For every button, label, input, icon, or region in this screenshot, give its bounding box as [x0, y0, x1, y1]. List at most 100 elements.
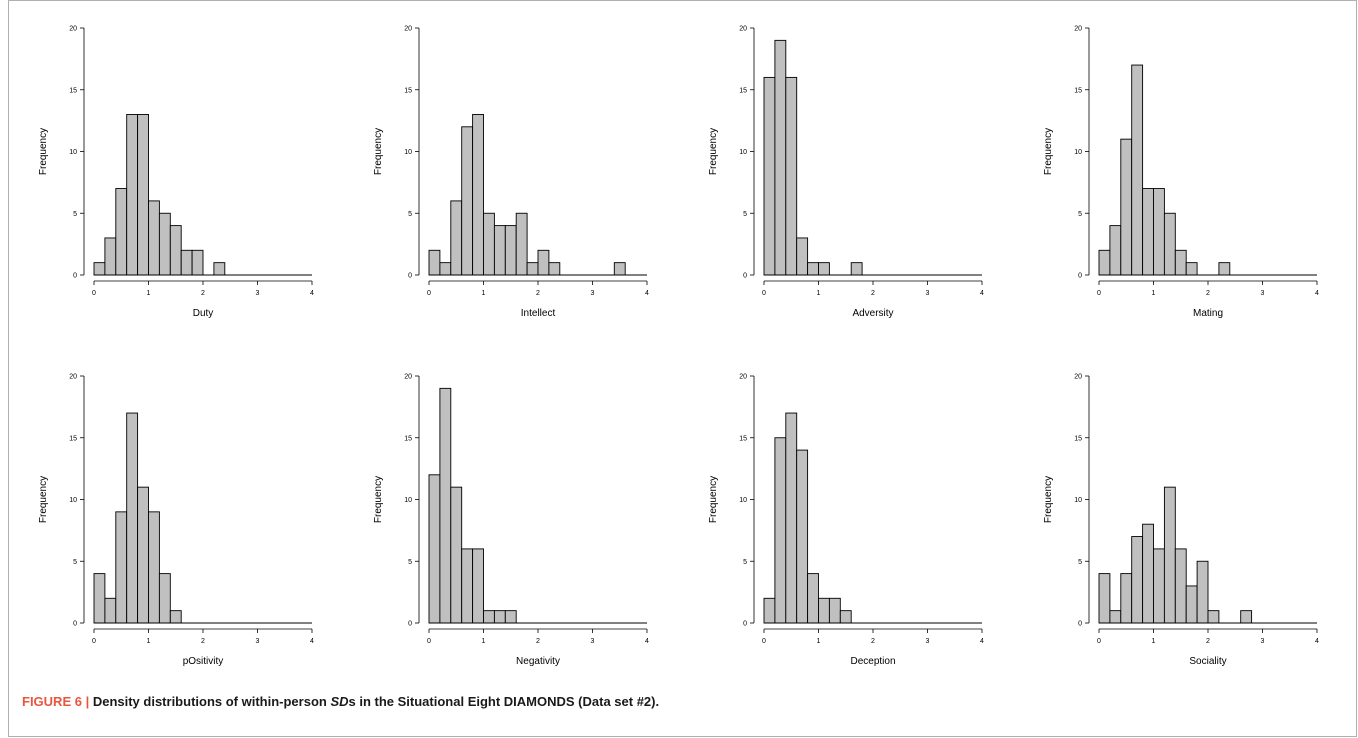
- x-tick-label: 2: [201, 290, 205, 297]
- x-tick-label: 1: [147, 638, 151, 645]
- histogram-bar: [1196, 560, 1209, 624]
- x-tick-label: 3: [926, 290, 930, 297]
- y-tick-label: 5: [408, 211, 412, 218]
- x-tick-label: 3: [1261, 638, 1265, 645]
- histogram-bar: [115, 188, 128, 276]
- histogram-bar: [93, 573, 106, 624]
- x-tick-label: 2: [1206, 290, 1210, 297]
- x-tick-label: 0: [762, 290, 766, 297]
- x-tick-label: 4: [645, 638, 649, 645]
- histogram-bar: [1120, 138, 1133, 276]
- histogram-bar: [1207, 610, 1220, 624]
- histogram-bar: [148, 200, 160, 276]
- histogram-1: 0 1 2 3 4 Duty 0 5 10 15 20 Frequency: [38, 26, 314, 320]
- y-tick-label: 15: [1074, 87, 1082, 94]
- y-tick-label: 20: [404, 374, 412, 381]
- histogram-bar: [439, 387, 452, 624]
- x-tick-label: 4: [1315, 290, 1319, 297]
- histogram-bar: [818, 262, 830, 276]
- x-tick-label: 3: [591, 638, 595, 645]
- y-tick-label: 15: [739, 435, 747, 442]
- y-tick-label: 10: [69, 497, 77, 504]
- histogram-bar: [104, 597, 117, 624]
- histogram-bar: [483, 610, 495, 624]
- y-tick-label: 15: [739, 87, 747, 94]
- figure-caption: FIGURE 6 | Density distributions of with…: [22, 694, 659, 709]
- y-tick-label: 5: [73, 559, 77, 566]
- x-tick-label: 1: [147, 290, 151, 297]
- y-tick-label: 0: [73, 621, 77, 628]
- histogram-bar: [1142, 188, 1154, 276]
- histogram-bar: [148, 511, 160, 624]
- y-tick-label: 0: [408, 621, 412, 628]
- y-axis-label: Frequency: [373, 476, 384, 523]
- x-tick-label: 3: [926, 638, 930, 645]
- x-tick-label: 3: [256, 638, 260, 645]
- caption-text-pre: Density distributions of within-person: [92, 694, 327, 709]
- histogram-bar: [104, 237, 117, 276]
- histogram-bar: [137, 113, 149, 276]
- histogram-bar: [818, 597, 830, 624]
- histogram-bar: [1240, 610, 1253, 624]
- histogram-bar: [126, 412, 139, 624]
- y-tick-label: 0: [1078, 621, 1082, 628]
- y-tick-label: 10: [69, 149, 77, 156]
- y-tick-label: 20: [404, 26, 412, 33]
- histogram-bar: [115, 511, 128, 624]
- histogram-bar: [828, 597, 841, 624]
- y-tick-label: 20: [739, 374, 747, 381]
- histogram-bar: [785, 412, 798, 624]
- histogram-bar: [450, 200, 463, 276]
- x-axis-label: Intellect: [521, 308, 556, 319]
- y-axis-label: Frequency: [38, 476, 49, 523]
- x-tick-label: 4: [1315, 638, 1319, 645]
- x-tick-label: 2: [201, 638, 205, 645]
- y-tick-label: 15: [1074, 435, 1082, 442]
- x-tick-label: 3: [256, 290, 260, 297]
- x-tick-label: 1: [482, 290, 486, 297]
- histogram-7: 0 1 2 3 4 Deception 0 5 10 15 20 Frequency: [708, 374, 984, 668]
- histogram-bar: [1153, 188, 1165, 276]
- x-tick-label: 2: [536, 638, 540, 645]
- histogram-bar: [493, 610, 506, 624]
- caption-text-sd: SD: [330, 694, 349, 709]
- histogram-bar: [158, 212, 171, 276]
- y-tick-label: 5: [743, 211, 747, 218]
- histogram-bar: [158, 573, 171, 624]
- histogram-bar: [93, 262, 106, 276]
- histogram-bar: [1153, 548, 1165, 624]
- caption-text-post: s in the Situational Eight DIAMONDS (Dat…: [348, 694, 660, 709]
- y-axis-label: Frequency: [1043, 476, 1054, 523]
- x-axis-label: Deception: [850, 656, 895, 667]
- histogram-bar: [213, 262, 226, 276]
- x-axis-label: Negativity: [516, 656, 560, 667]
- histogram-bar: [515, 212, 528, 276]
- histogram-bar: [137, 486, 149, 624]
- y-tick-label: 15: [404, 435, 412, 442]
- histogram-bar: [126, 113, 139, 276]
- histogram-5: 0 1 2 3 4 pOsitivity 0 5 10 15 20 Frequency: [38, 374, 314, 668]
- y-tick-label: 15: [404, 87, 412, 94]
- histogram-bar: [461, 548, 474, 624]
- histogram-4: 0 1 2 3 4 Mating 0 5 10 15 20 Frequency: [1043, 26, 1319, 320]
- y-tick-label: 20: [1074, 26, 1082, 33]
- x-tick-label: 3: [1261, 290, 1265, 297]
- histogram-bar: [1163, 486, 1176, 624]
- histogram-bar: [1098, 249, 1111, 276]
- y-tick-label: 20: [1074, 374, 1082, 381]
- histogram-bar: [450, 486, 463, 624]
- x-tick-label: 0: [427, 290, 431, 297]
- x-tick-label: 4: [310, 290, 314, 297]
- x-tick-label: 1: [817, 638, 821, 645]
- y-tick-label: 5: [1078, 211, 1082, 218]
- histogram-bar: [774, 437, 787, 624]
- histogram-bar: [428, 249, 441, 276]
- histogram-bar: [1109, 610, 1122, 624]
- x-tick-label: 1: [482, 638, 486, 645]
- histogram-bar: [839, 610, 852, 624]
- y-tick-label: 5: [1078, 559, 1082, 566]
- y-tick-label: 5: [743, 559, 747, 566]
- x-tick-label: 2: [1206, 638, 1210, 645]
- histogram-bar: [526, 262, 539, 276]
